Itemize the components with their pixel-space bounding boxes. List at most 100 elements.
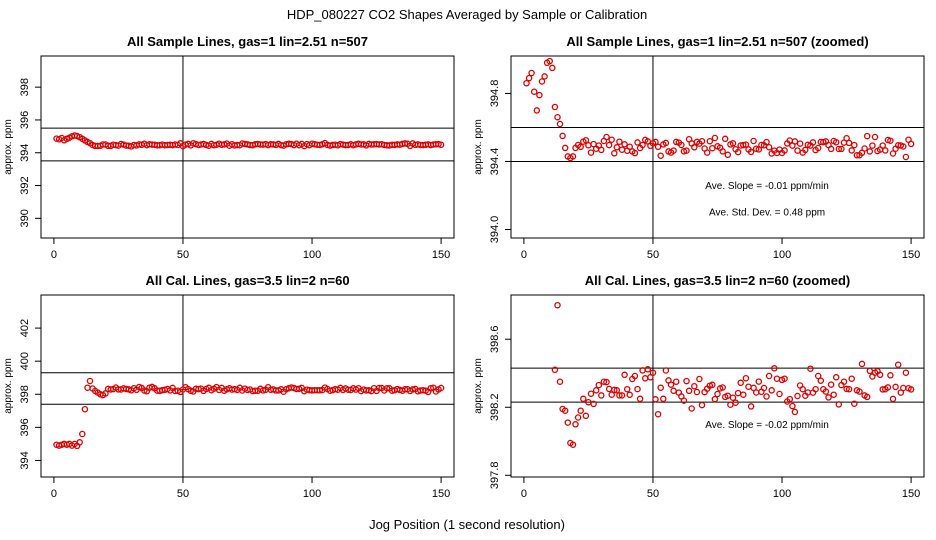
data-point xyxy=(582,136,590,144)
data-point xyxy=(835,145,843,153)
data-point xyxy=(794,392,801,400)
data-point xyxy=(574,414,582,421)
data-point xyxy=(796,140,804,147)
data-point xyxy=(662,367,670,374)
data-point xyxy=(437,141,445,149)
data-point xyxy=(401,140,409,147)
data-point xyxy=(639,141,646,149)
y-tick-label: 397.8 xyxy=(489,462,501,490)
data-point xyxy=(631,372,639,380)
data-point xyxy=(592,387,600,394)
x-tick-label: 100 xyxy=(303,249,321,261)
data-point xyxy=(711,134,719,142)
data-point xyxy=(564,419,572,426)
data-point xyxy=(894,361,902,368)
y-axis-label: approx. ppm xyxy=(3,119,14,175)
data-point xyxy=(848,147,855,154)
y-tick-label: 394.0 xyxy=(489,216,501,244)
data-point xyxy=(683,147,690,154)
data-point xyxy=(551,366,559,374)
x-tick-label: 150 xyxy=(902,249,920,261)
data-point xyxy=(86,377,94,385)
y-tick-label: 398 xyxy=(19,78,31,96)
data-point xyxy=(871,133,879,141)
data-point xyxy=(580,395,587,403)
data-point xyxy=(587,390,595,397)
data-point xyxy=(678,141,685,149)
y-tick-label: 394.4 xyxy=(489,148,501,176)
data-point xyxy=(696,375,703,383)
panel-title: All Cal. Lines, gas=3.5 lin=2 n=60 (zoom… xyxy=(585,273,851,288)
data-point xyxy=(556,120,564,128)
data-point xyxy=(799,385,806,393)
data-point xyxy=(907,140,915,148)
x-tick-label: 150 xyxy=(902,488,920,500)
data-point xyxy=(533,107,541,114)
data-point xyxy=(698,137,706,145)
data-point xyxy=(869,142,876,149)
data-point xyxy=(709,381,716,389)
data-point xyxy=(827,145,835,153)
data-point xyxy=(608,391,615,398)
data-point xyxy=(740,141,747,149)
y-tick-label: 398.6 xyxy=(489,325,501,353)
data-point xyxy=(569,441,577,448)
data-point xyxy=(734,148,742,156)
data-point xyxy=(724,392,732,399)
data-point xyxy=(771,365,778,372)
data-point xyxy=(698,401,706,409)
data-point xyxy=(554,301,561,309)
data-point xyxy=(652,138,659,146)
data-point xyxy=(863,393,871,401)
data-point xyxy=(657,384,664,391)
data-point xyxy=(605,141,613,149)
y-axis-label: approx. ppm xyxy=(3,358,14,414)
data-point xyxy=(652,396,659,403)
data-point xyxy=(876,371,884,379)
data-point xyxy=(892,383,899,391)
data-point xyxy=(822,388,830,395)
data-point xyxy=(657,152,664,159)
data-point xyxy=(626,391,633,399)
x-tick-label: 100 xyxy=(773,488,791,500)
chart-panel-1: All Sample Lines, gas=1 lin=2.51 n=507 0 5… xyxy=(3,34,455,261)
data-point xyxy=(536,91,543,99)
data-point xyxy=(685,387,693,395)
data-point xyxy=(613,144,621,151)
data-point xyxy=(79,430,86,438)
data-point xyxy=(672,378,680,385)
data-point xyxy=(703,149,711,156)
plot-frame xyxy=(510,294,925,478)
y-tick-label: 396 xyxy=(19,111,31,129)
data-point xyxy=(737,379,744,387)
data-point xyxy=(814,144,822,152)
data-point xyxy=(603,378,610,386)
data-point xyxy=(634,139,641,146)
data-point xyxy=(742,374,750,382)
data-point xyxy=(825,394,832,401)
data-point xyxy=(863,132,871,140)
x-tick-label: 0 xyxy=(51,249,57,261)
data-point xyxy=(729,394,737,401)
data-point xyxy=(688,405,695,412)
data-point xyxy=(611,386,618,394)
data-point xyxy=(569,153,577,160)
data-point xyxy=(861,145,868,152)
data-point xyxy=(889,395,897,403)
data-point xyxy=(427,384,435,392)
y-tick-label: 398.2 xyxy=(489,393,501,421)
data-point xyxy=(691,382,698,390)
data-point xyxy=(763,138,770,146)
y-tick-label: 394.8 xyxy=(489,80,501,108)
data-point xyxy=(680,397,688,404)
data-point xyxy=(830,391,837,398)
y-tick-label: 402 xyxy=(19,319,31,337)
data-point xyxy=(843,385,850,393)
data-point xyxy=(541,73,548,80)
figure-title: HDP_080227 CO2 Shapes Averaged by Sample… xyxy=(287,7,647,22)
data-point xyxy=(732,399,739,406)
data-point xyxy=(851,400,858,407)
x-tick-label: 50 xyxy=(647,249,659,261)
data-point xyxy=(781,375,788,382)
